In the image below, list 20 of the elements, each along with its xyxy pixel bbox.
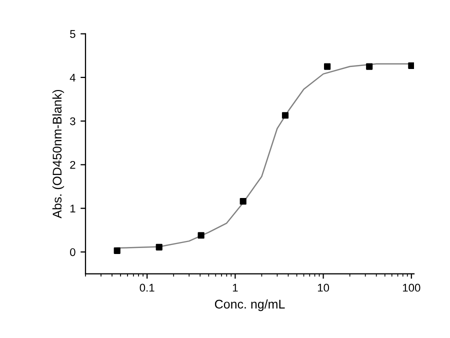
y-axis-title: Abs. (OD450nm-Blank) [52, 90, 64, 218]
x-tick-label: 10 [318, 284, 330, 292]
y-tick-label: 4 [70, 74, 76, 82]
y-tick-label: 5 [70, 30, 76, 38]
x-tick-label: 0.1 [140, 284, 154, 292]
point [408, 62, 414, 69]
point [156, 244, 162, 250]
y-tick-label: 3 [70, 117, 76, 126]
point [114, 247, 120, 254]
point [282, 112, 289, 119]
point [198, 232, 204, 239]
x-axis-title: Conc. ng/mL [214, 299, 285, 312]
y-tick-label: 1 [70, 204, 76, 212]
point [240, 198, 246, 205]
point [366, 63, 373, 70]
y-tick-label: 2 [70, 160, 76, 169]
y-tick-label: 0 [70, 248, 76, 256]
point [324, 63, 331, 70]
x-tick-label: 100 [402, 284, 420, 292]
x-tick-label: 1 [232, 284, 238, 292]
